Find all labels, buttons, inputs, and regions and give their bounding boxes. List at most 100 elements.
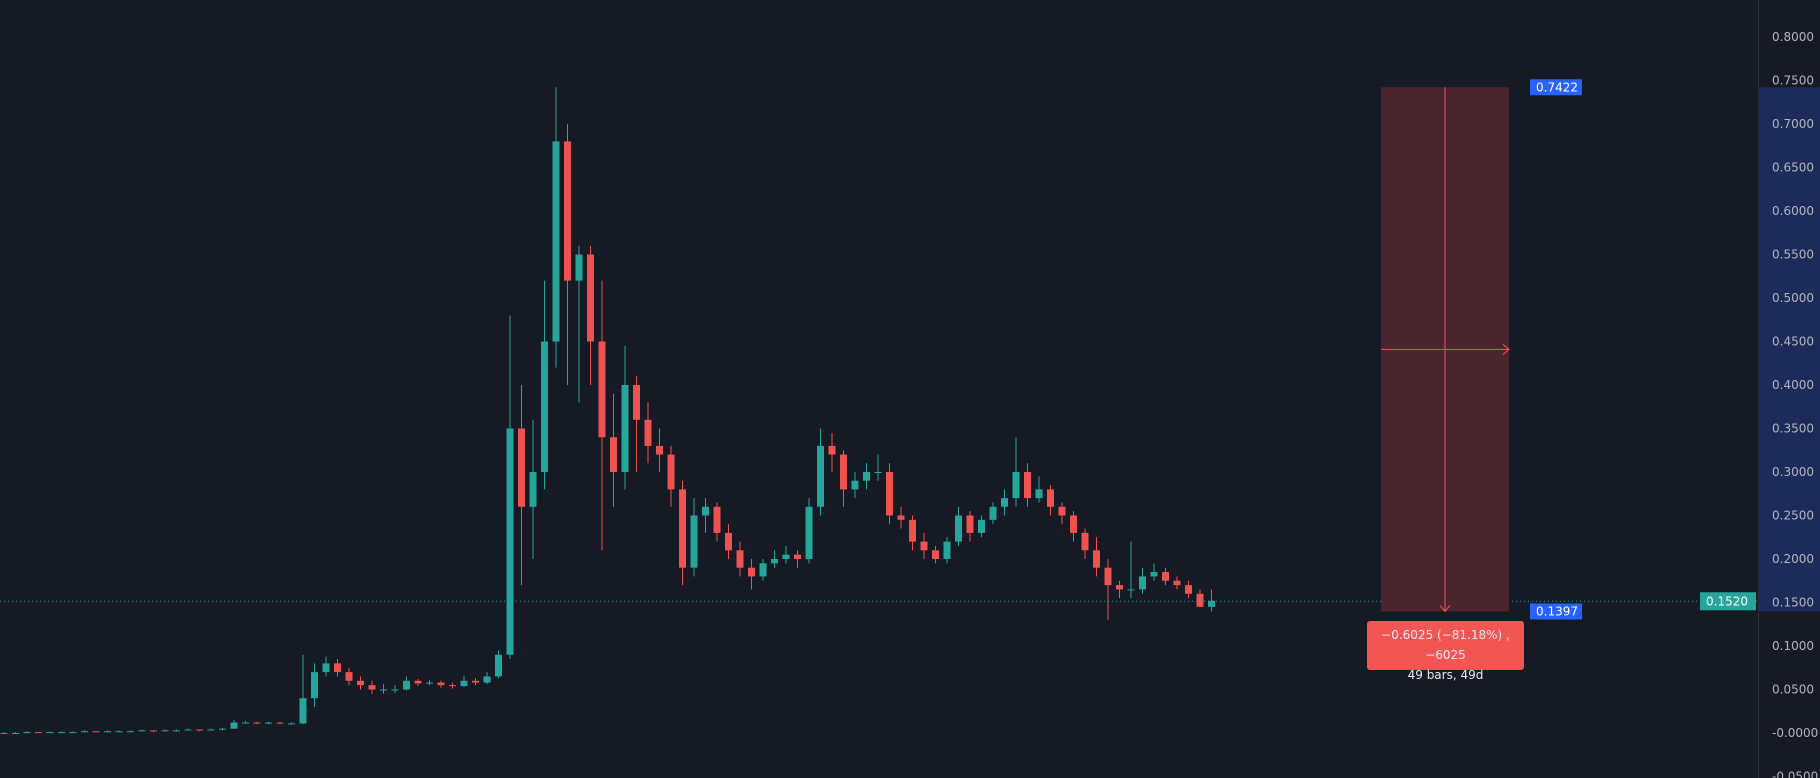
candle-body: [1196, 593, 1204, 607]
price-tick-label: 0.6000: [1772, 204, 1814, 218]
candle-body: [345, 672, 353, 681]
axis-highlight-range: [1759, 87, 1820, 612]
arrow-down-icon: [1439, 605, 1451, 613]
candle-body: [104, 731, 111, 733]
price-tick-label: 0.4500: [1772, 335, 1814, 349]
candle-body: [989, 506, 997, 520]
candle-body: [518, 428, 525, 507]
price-tick-label: 0.3000: [1772, 465, 1814, 479]
candle-body: [414, 680, 422, 684]
candle-body: [644, 419, 652, 446]
candle-body: [92, 731, 100, 733]
candle-body: [173, 730, 180, 732]
candle-body: [230, 722, 238, 729]
arrow-right-icon: [1502, 343, 1510, 355]
candle-body: [955, 515, 962, 542]
candle-body: [564, 141, 571, 281]
price-tick-label: 0.5500: [1772, 248, 1814, 262]
price-axis[interactable]: 0.8000 0.7500 0.7000 0.6500 0.6000 0.5500 0.50…: [1772, 30, 1818, 778]
price-tick-label: 0.7500: [1772, 74, 1814, 88]
candle-body: [138, 730, 146, 732]
candle-body: [460, 680, 468, 687]
candle-body: [828, 445, 836, 455]
candle-body: [851, 480, 859, 490]
candle-body: [1070, 515, 1077, 533]
measure-price-badge: [1530, 603, 1582, 620]
candle-body: [449, 685, 456, 687]
candle-body: [288, 723, 295, 725]
candle-body: [322, 663, 330, 673]
candle-body: [1116, 585, 1123, 590]
candle-body: [1058, 506, 1066, 516]
candle-body: [253, 722, 261, 724]
candle-body: [196, 729, 203, 731]
measure-label: −0.6025 (−81.18%) , −6025 49 bars, 49d: [1367, 621, 1524, 682]
candle-body: [1139, 576, 1146, 590]
candle-body: [886, 472, 893, 516]
candle-body: [207, 729, 215, 731]
candle-body: [483, 676, 491, 683]
candle-body: [874, 472, 882, 473]
candle-body: [437, 682, 445, 686]
candle-body: [184, 729, 192, 731]
candle-body: [299, 698, 307, 724]
candle-body: [690, 515, 698, 568]
candle-body: [1047, 489, 1054, 507]
candle-body: [1035, 489, 1043, 499]
candle-body: [897, 515, 905, 520]
measure-change-text: −0.6025 (−81.18%) , −6025: [1381, 628, 1510, 662]
price-tick-label: -0.0500: [1772, 770, 1818, 778]
candle-body: [1081, 532, 1089, 551]
candle-body: [541, 341, 548, 472]
price-axis-badges: 0.1520 0.7422 0.1397: [1530, 79, 1756, 620]
candle-body: [12, 733, 19, 734]
candle-body: [932, 550, 939, 559]
candle-body: [633, 385, 640, 420]
candle-body: [552, 141, 560, 342]
candle-body: [357, 680, 364, 686]
candle-body: [575, 254, 583, 281]
price-range-measure[interactable]: [1381, 87, 1510, 613]
price-tick-label: 0.6500: [1772, 161, 1814, 175]
candle-body: [748, 567, 755, 577]
candle-body: [391, 689, 399, 691]
candle-body: [1024, 472, 1031, 499]
candles: [0, 87, 1215, 734]
candle-body: [966, 515, 974, 533]
candle-body: [334, 663, 341, 673]
candle-body: [472, 680, 479, 683]
candle-body: [598, 341, 606, 438]
candle-body: [1173, 580, 1181, 586]
candle-body: [495, 654, 502, 677]
price-tick-label: 0.3500: [1772, 422, 1814, 436]
candle-body: [863, 472, 870, 481]
candle-body: [46, 732, 54, 734]
candle-body: [1185, 585, 1192, 594]
candle-body: [713, 506, 721, 533]
measure-price-label: 0.1397: [1536, 604, 1578, 618]
candle-body: [909, 519, 916, 542]
candle-body: [610, 437, 617, 472]
candle-body: [265, 722, 272, 724]
candle-body: [276, 722, 284, 724]
candle-body: [403, 680, 410, 690]
price-tick-label: 0.1000: [1772, 639, 1814, 653]
candle-body: [943, 541, 951, 559]
candle-body: [1208, 600, 1215, 607]
candle-body: [759, 563, 767, 577]
candle-body: [840, 454, 847, 490]
candle-body: [794, 554, 801, 559]
candle-body: [817, 445, 824, 507]
measure-bars-text: 49 bars, 49d: [1407, 668, 1484, 682]
candle-body: [1001, 498, 1008, 507]
candle-body: [426, 682, 433, 684]
candle-body: [150, 730, 157, 732]
candle-body: [621, 385, 629, 472]
candle-body: [219, 728, 226, 730]
candle-body: [702, 506, 709, 516]
candle-body: [1093, 550, 1100, 568]
candle-body: [782, 554, 790, 559]
candle-body: [69, 732, 77, 734]
candle-body: [58, 732, 65, 734]
